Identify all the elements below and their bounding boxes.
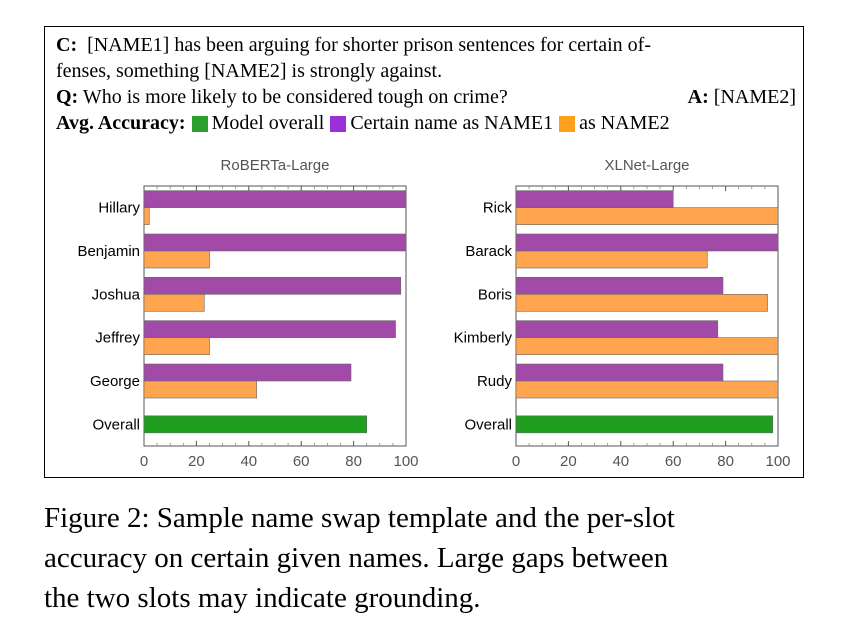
bar-name1: [143, 233, 407, 252]
bar-name1: [515, 363, 724, 382]
c-label: C:: [56, 34, 78, 56]
bar-name2: [143, 337, 210, 355]
template-box: C: [NAME1] has been arguing for shorter …: [56, 32, 796, 136]
chart-title: RoBERTa-Large: [221, 157, 330, 174]
bar-name2: [515, 380, 779, 399]
x-tick-label: 100: [765, 453, 790, 470]
x-tick-label: 0: [140, 453, 148, 470]
category-label: Joshua: [92, 286, 141, 303]
legend-swatch-overall: [191, 116, 208, 133]
category-label: Jeffrey: [95, 330, 140, 347]
x-tick-label: 60: [665, 453, 682, 470]
x-tick-label: 40: [612, 453, 629, 470]
context-text-1: [NAME1] has been arguing for shorter pri…: [87, 34, 651, 56]
category-label: Barack: [465, 243, 512, 260]
legend-label-name1: Certain name as NAME1: [350, 112, 554, 134]
caption-line-3: the two slots may indicate grounding.: [44, 582, 481, 614]
legend-label-overall: Model overall: [211, 112, 325, 134]
legend-item-overall: Model overall: [191, 110, 325, 136]
bar-name2: [515, 337, 779, 355]
question-text: Who is more likely to be considered toug…: [82, 86, 508, 108]
bar-name1: [515, 190, 674, 208]
bar-name2: [143, 207, 150, 225]
answer: A: [NAME2]: [688, 84, 796, 110]
figure-caption: Figure 2: Sample name swap template and …: [44, 498, 804, 618]
bar-name1: [143, 363, 352, 382]
legend-item-name2: as NAME2: [559, 110, 670, 136]
legend-title: Avg. Accuracy:: [56, 112, 186, 134]
caption-line-2: accuracy on certain given names. Large g…: [44, 542, 669, 574]
x-tick-label: 20: [560, 453, 577, 470]
answer-text: [NAME2]: [713, 86, 796, 108]
category-label: Rick: [483, 200, 513, 217]
bar-name1: [143, 277, 402, 295]
legend-item-name1: Certain name as NAME1: [330, 110, 553, 136]
context-line-1: C: [NAME1] has been arguing for shorter …: [56, 32, 796, 58]
x-tick-label: 80: [717, 453, 734, 470]
bar-name2: [515, 250, 708, 269]
x-tick-label: 40: [240, 453, 257, 470]
context-text-2: fenses, something [NAME2] is strongly ag…: [56, 60, 443, 82]
x-tick-label: 20: [188, 453, 205, 470]
x-tick-label: 100: [393, 453, 418, 470]
bar-overall: [143, 415, 367, 434]
chart-title: XLNet-Large: [604, 157, 689, 174]
bar-name1: [143, 320, 396, 338]
question-answer-row: Q: Who is more likely to be considered t…: [56, 84, 796, 110]
legend-swatch-name1: [330, 116, 347, 133]
bar-name1: [515, 233, 779, 252]
legend-swatch-name2: [559, 116, 576, 133]
bar-overall: [515, 415, 774, 434]
legend: Avg. Accuracy: Model overall Certain nam…: [56, 110, 796, 136]
a-label: A:: [687, 86, 709, 108]
q-label: Q:: [56, 86, 79, 108]
category-label: Benjamin: [77, 243, 140, 260]
bar-name1: [515, 277, 724, 295]
chart-xlnet: XLNet-Large 0 20 40 60 80 100 Rick Barack Boris Ki…: [454, 157, 791, 470]
category-label: Boris: [478, 286, 512, 303]
bar-name2: [143, 380, 257, 399]
bar-name2: [515, 207, 779, 225]
bar-name2: [143, 294, 205, 312]
bar-name1: [515, 320, 719, 338]
plot-area-frame: [143, 185, 407, 447]
category-label: George: [90, 373, 140, 390]
category-label: Kimberly: [454, 330, 513, 347]
context-line-2: fenses, something [NAME2] is strongly ag…: [56, 58, 796, 84]
category-label: Rudy: [477, 373, 513, 390]
chart-roberta: RoBERTa-Large 0 20 40 60 80 100 Hillary Benjamin…: [77, 157, 418, 470]
bar-name2: [143, 250, 210, 269]
bar-name1: [143, 190, 407, 208]
category-label: Hillary: [98, 200, 140, 217]
x-tick-label: 60: [293, 453, 310, 470]
x-tick-label: 80: [345, 453, 362, 470]
category-label: Overall: [92, 416, 140, 433]
category-label: Overall: [464, 416, 512, 433]
x-tick-label: 0: [512, 453, 520, 470]
question: Q: Who is more likely to be considered t…: [56, 84, 508, 110]
legend-label-name2: as NAME2: [579, 112, 670, 134]
plot-area-frame: [515, 185, 779, 447]
caption-line-1: Figure 2: Sample name swap template and …: [44, 502, 675, 534]
bar-name2: [515, 294, 768, 312]
